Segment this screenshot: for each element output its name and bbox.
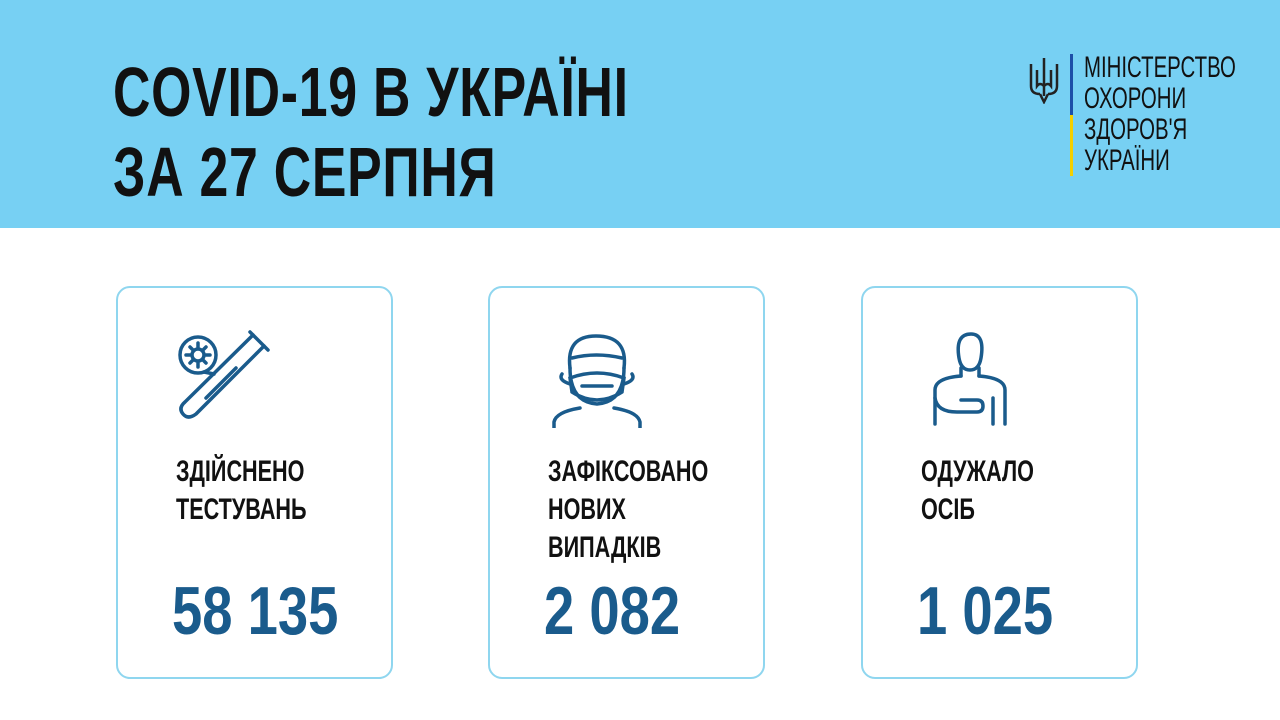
- recovered-value: 1 025: [917, 573, 1054, 649]
- flag-divider: [1070, 54, 1073, 176]
- ministry-line: УКРАЇНИ: [1084, 144, 1170, 177]
- ministry-name: МІНІСТЕРСТВО ОХОРОНИ ЗДОРОВ'Я УКРАЇНИ: [1084, 52, 1236, 176]
- recovered-person-icon: [933, 332, 1007, 426]
- tests-value: 58 135: [172, 573, 339, 649]
- label-line: ОДУЖАЛО: [921, 455, 1034, 488]
- new-cases-label: ЗАФІКСОВАНО НОВИХ ВИПАДКІВ: [548, 453, 708, 567]
- tests-card: ЗДІЙСНЕНО ТЕСТУВАНЬ 58 135: [116, 286, 393, 679]
- ministry-line: МІНІСТЕРСТВО: [1084, 51, 1236, 84]
- test-tube-virus-icon: [178, 330, 270, 419]
- new-cases-value: 2 082: [544, 573, 681, 649]
- masked-person-icon: [552, 334, 642, 428]
- recovered-label: ОДУЖАЛО ОСІБ: [921, 453, 1034, 529]
- recovered-card: ОДУЖАЛО ОСІБ 1 025: [861, 286, 1138, 679]
- label-line: ОСІБ: [921, 493, 975, 526]
- tests-label: ЗДІЙСНЕНО ТЕСТУВАНЬ: [176, 453, 307, 529]
- ministry-line: ОХОРОНИ: [1084, 82, 1187, 115]
- label-line: НОВИХ: [548, 493, 626, 526]
- label-line: ВИПАДКІВ: [548, 531, 662, 564]
- label-line: ЗДІЙСНЕНО: [176, 455, 305, 488]
- label-line: ЗАФІКСОВАНО: [548, 455, 709, 488]
- title-line-1: COVID-19 В УКРАЇНІ: [113, 53, 629, 131]
- header-banner: COVID-19 В УКРАЇНІ ЗА 27 СЕРПНЯ МІНІСТЕР…: [0, 0, 1280, 228]
- label-line: ТЕСТУВАНЬ: [176, 493, 307, 526]
- trident-icon: [1029, 58, 1059, 104]
- title-line-2: ЗА 27 СЕРПНЯ: [113, 133, 497, 211]
- new-cases-card: ЗАФІКСОВАНО НОВИХ ВИПАДКІВ 2 082: [488, 286, 765, 679]
- ministry-line: ЗДОРОВ'Я: [1084, 113, 1188, 146]
